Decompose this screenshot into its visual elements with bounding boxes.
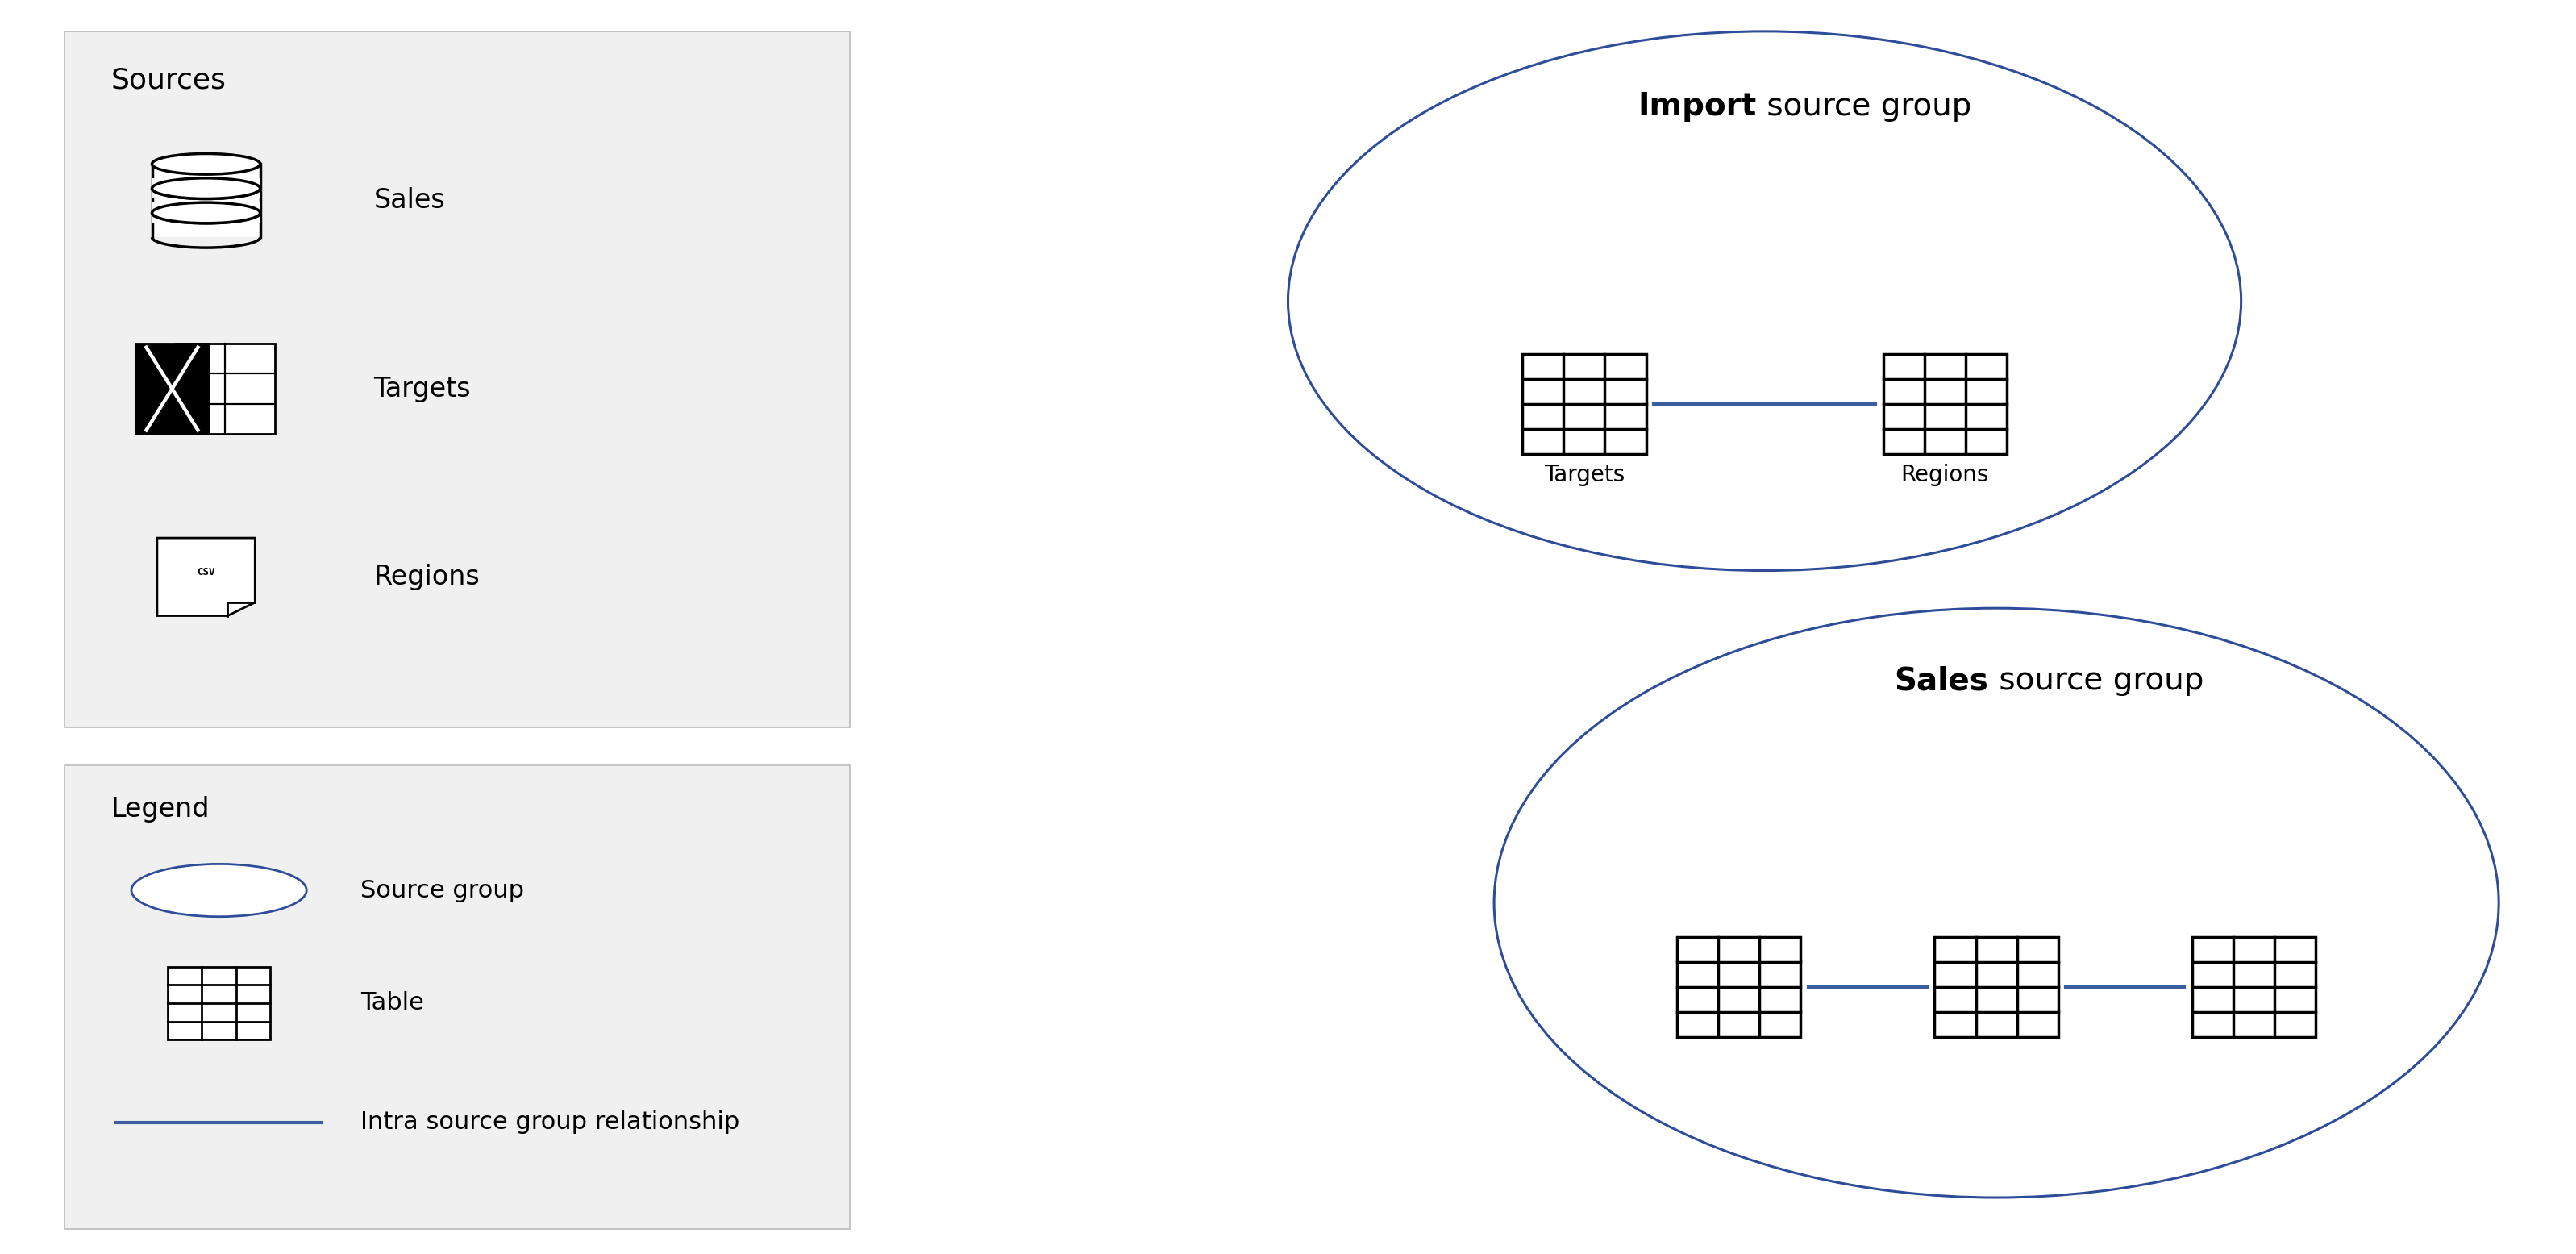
Text: Sales: Sales bbox=[1893, 666, 1989, 696]
Text: Sources: Sources bbox=[111, 66, 227, 94]
Polygon shape bbox=[157, 538, 255, 616]
Ellipse shape bbox=[1494, 608, 2499, 1198]
Text: Table: Table bbox=[361, 992, 425, 1014]
FancyBboxPatch shape bbox=[64, 31, 850, 727]
Text: source group: source group bbox=[1989, 666, 2202, 696]
Ellipse shape bbox=[152, 153, 260, 174]
Text: CSV: CSV bbox=[196, 567, 216, 577]
Bar bbox=[134, 344, 209, 434]
Bar bbox=[2192, 937, 2316, 1037]
Ellipse shape bbox=[1288, 31, 2241, 571]
Text: Targets: Targets bbox=[374, 375, 471, 403]
Text: Regions: Regions bbox=[374, 563, 479, 591]
Text: Import: Import bbox=[1638, 92, 1757, 122]
Bar bbox=[1883, 354, 2007, 454]
Bar bbox=[1677, 937, 1801, 1037]
Text: Source group: Source group bbox=[361, 879, 526, 902]
Text: Sales: Sales bbox=[374, 187, 446, 214]
Ellipse shape bbox=[152, 202, 260, 223]
Bar bbox=[167, 967, 270, 1040]
Text: Legend: Legend bbox=[111, 796, 209, 823]
Ellipse shape bbox=[152, 178, 260, 198]
Text: Regions: Regions bbox=[1901, 464, 1989, 487]
Bar bbox=[175, 344, 276, 434]
Bar bbox=[152, 164, 260, 237]
Bar bbox=[152, 202, 260, 223]
Ellipse shape bbox=[131, 864, 307, 917]
Bar bbox=[1522, 354, 1646, 454]
Bar bbox=[1935, 937, 2058, 1037]
Text: source group: source group bbox=[1757, 92, 1971, 122]
Text: Targets: Targets bbox=[1543, 464, 1625, 487]
FancyBboxPatch shape bbox=[64, 765, 850, 1229]
Text: Intra source group relationship: Intra source group relationship bbox=[361, 1111, 739, 1134]
Bar bbox=[152, 178, 260, 198]
